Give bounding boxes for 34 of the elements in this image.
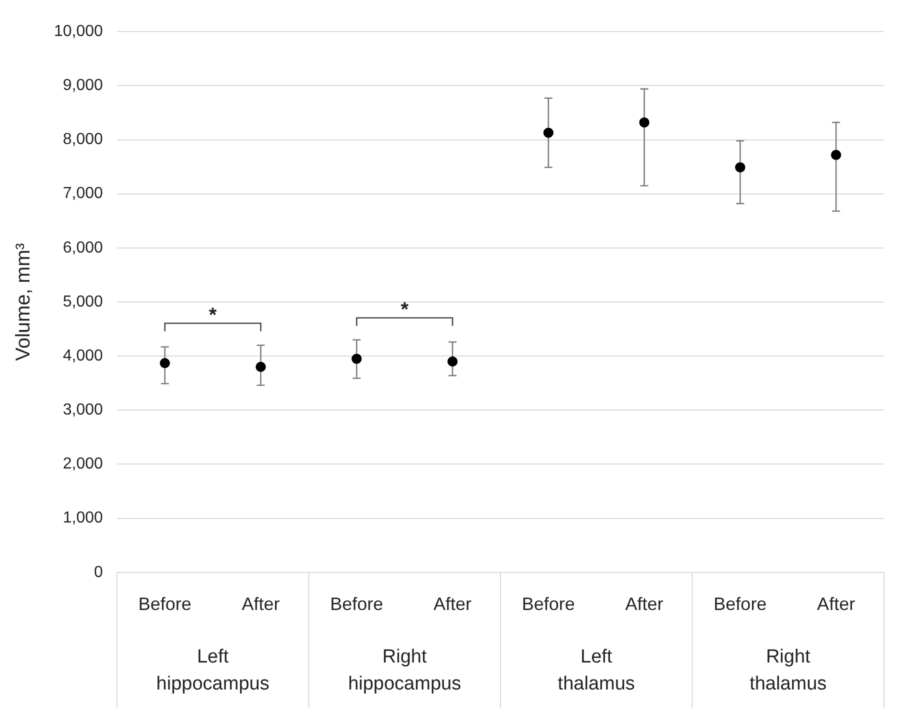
- y-tick-label: 7,000: [62, 185, 104, 202]
- x-tick-label: Before: [714, 594, 767, 614]
- point: [448, 356, 458, 366]
- point: [543, 128, 554, 138]
- text: Right thalamus: [750, 646, 827, 695]
- x-tick-label: After: [625, 594, 664, 614]
- text: Left hippocampus: [156, 646, 270, 695]
- x-tick-label: After: [242, 594, 280, 614]
- x-tick-label: Before: [522, 594, 575, 614]
- x-tick-label: Before: [138, 594, 192, 614]
- text: Left thalamus: [558, 646, 635, 695]
- point: [352, 354, 362, 364]
- y-tick-label: 6,000: [62, 239, 104, 256]
- point: [735, 162, 746, 172]
- y-tick-label: 0: [94, 564, 104, 581]
- y-tick-label: 8,000: [62, 131, 104, 148]
- point: [831, 150, 842, 160]
- y-tick-label: 1,000: [62, 510, 104, 527]
- x-tick-label: After: [434, 594, 472, 614]
- y-tick-label: 10,000: [54, 23, 104, 40]
- y-tick-label: 9,000: [62, 77, 104, 94]
- x-tick-label: After: [817, 594, 856, 614]
- point: [639, 117, 650, 128]
- x-tick-label: Before: [330, 594, 384, 614]
- text: Right hippocampus: [348, 646, 462, 695]
- y-tick-label: 3,000: [62, 402, 104, 419]
- point: [256, 362, 266, 372]
- y-tick-label: 2,000: [62, 456, 104, 473]
- y-axis-title: Volume, mm³: [12, 242, 35, 361]
- annotation: *: [208, 304, 217, 326]
- point: [160, 358, 170, 368]
- y-tick-label: 5,000: [62, 293, 104, 310]
- annotation: *: [400, 298, 409, 321]
- y-tick-label: 4,000: [62, 347, 104, 364]
